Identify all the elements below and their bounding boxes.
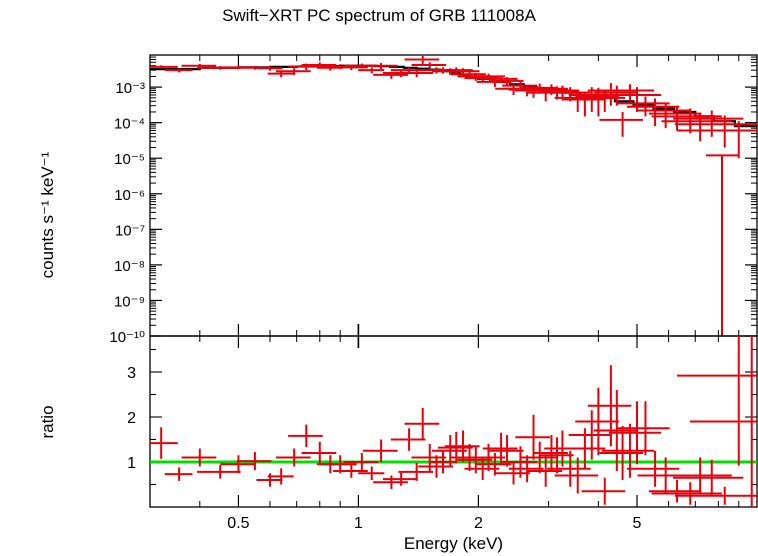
x-tick-label: 1 <box>354 515 363 532</box>
upper-plot-frame <box>149 54 758 337</box>
upper-y-tick-label: 10⁻⁹ <box>114 293 145 310</box>
x-tick-label: 2 <box>474 515 483 532</box>
lower-y-tick-label: 1 <box>127 455 136 472</box>
chart-title: Swift−XRT PC spectrum of GRB 111008A <box>222 6 536 25</box>
x-axis-label: Energy (keV) <box>403 534 504 553</box>
lower-y-tick-label: 2 <box>127 410 136 427</box>
ratio-panel: 0.5 1 2 5 1 2 3 <box>127 335 758 532</box>
upper-y-tick-label: 10⁻³ <box>115 80 145 97</box>
upper-y-tick-label: 10⁻¹⁰ <box>109 329 145 346</box>
upper-y-tick-label: 10⁻⁴ <box>114 116 145 133</box>
spectrum-data-point-group <box>150 55 757 159</box>
upper-y-tick-label: 10⁻⁸ <box>114 258 145 275</box>
x-tick-label: 5 <box>633 515 642 532</box>
lower-y-tick-label: 3 <box>127 365 136 382</box>
spectrum-panel: 10⁻³ 10⁻⁴ 10⁻⁵ 10⁻⁶ 10⁻⁷ 10⁻⁸ 10⁻⁹ 10⁻¹⁰ <box>109 54 758 348</box>
upper-y-tick-label: 10⁻⁵ <box>114 151 145 168</box>
upper-y-tick-label: 10⁻⁶ <box>114 187 145 204</box>
ratio-data-point-group <box>150 336 757 507</box>
upper-y-tick-label: 10⁻⁷ <box>115 222 145 239</box>
x-tick-label: 0.5 <box>227 515 249 532</box>
